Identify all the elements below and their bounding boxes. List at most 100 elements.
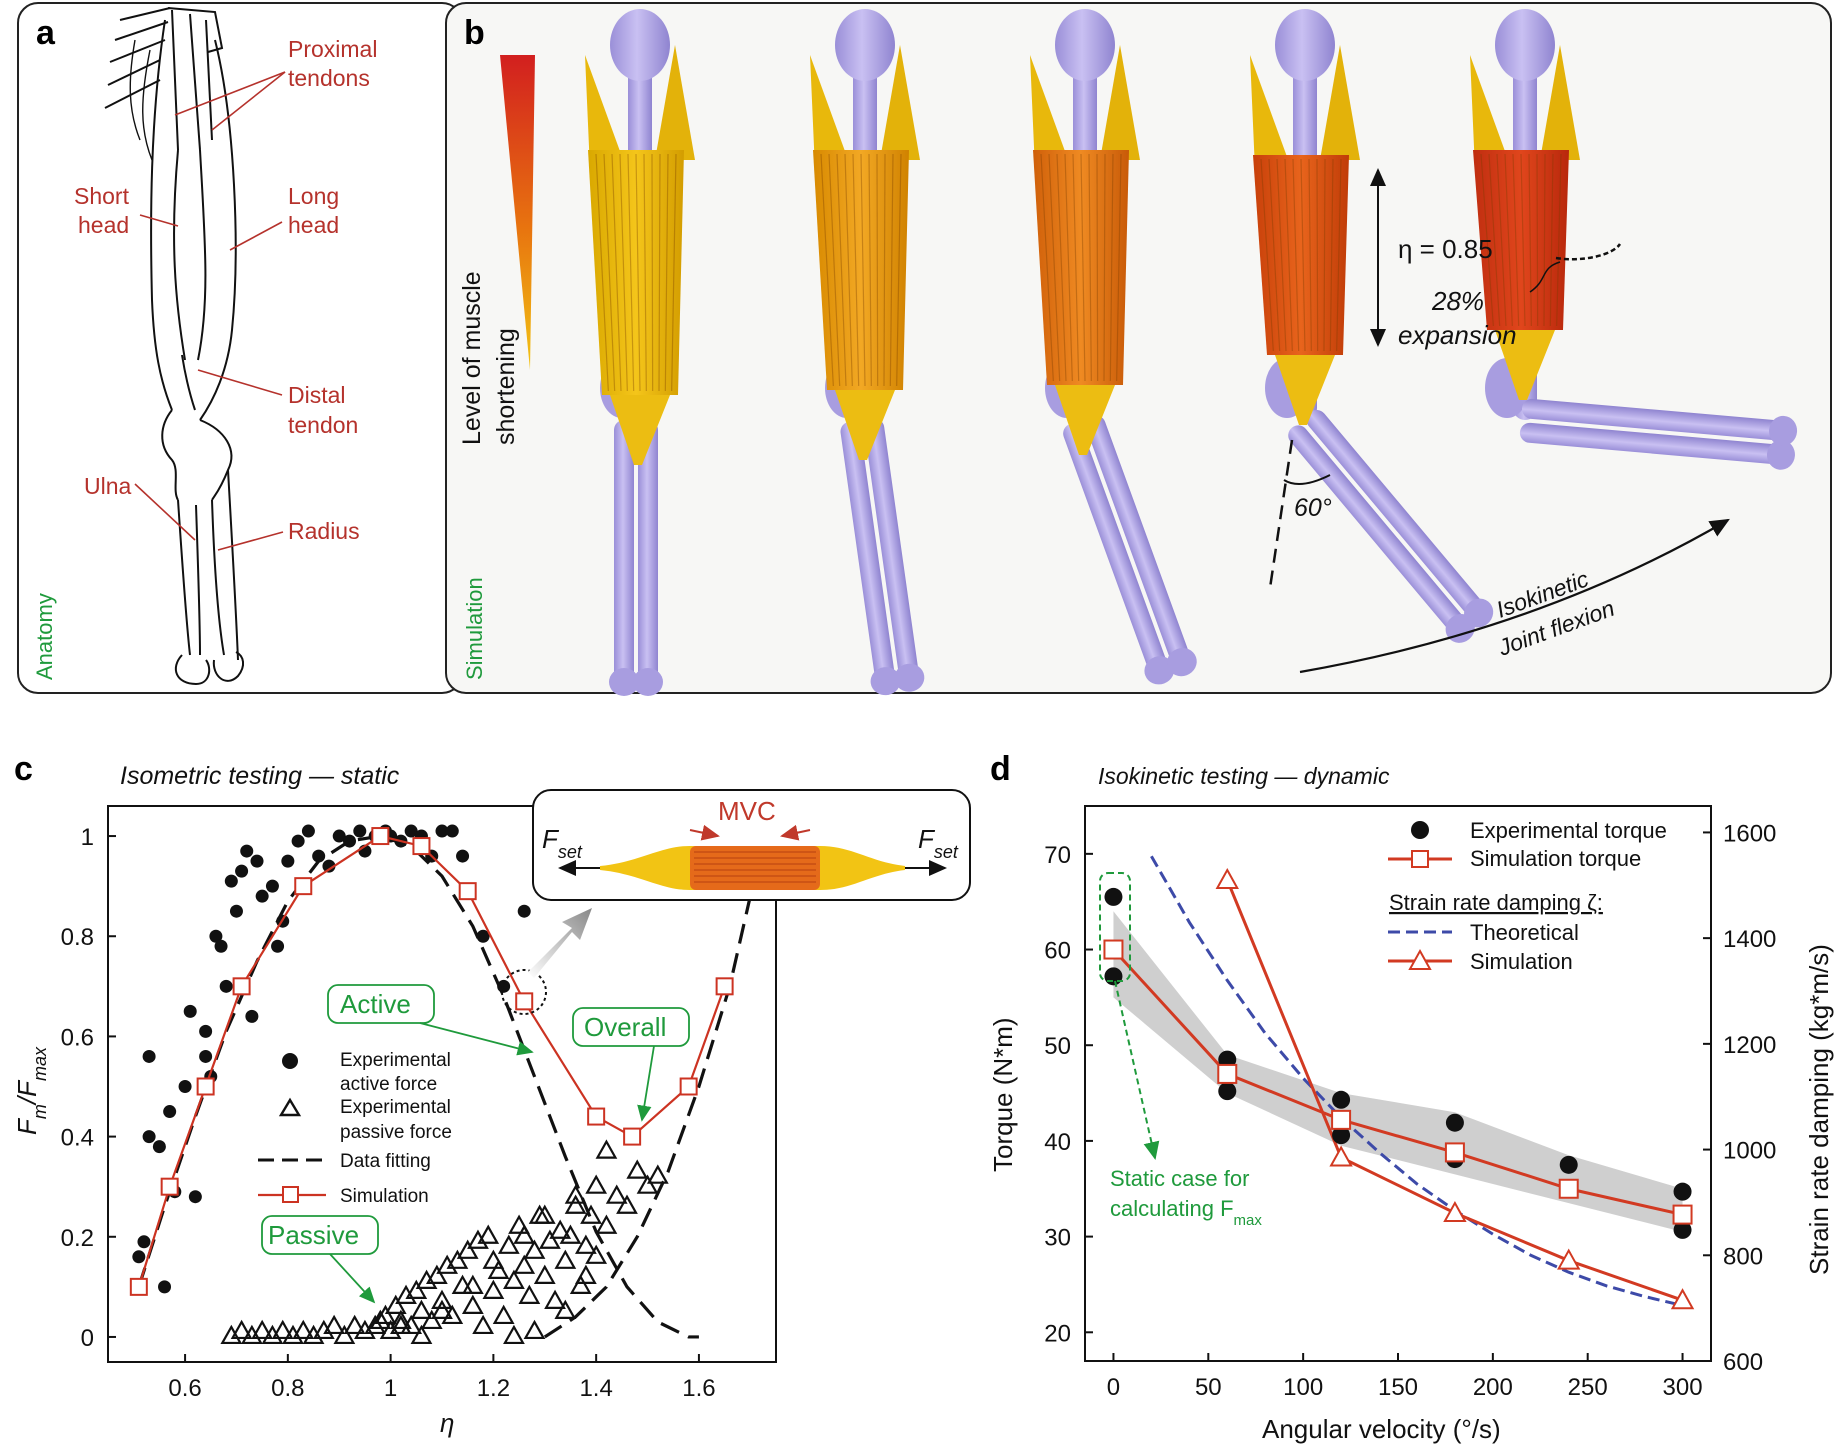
passive-force-point <box>574 1234 597 1254</box>
ulna-bone <box>1288 425 1464 631</box>
active-label: Active <box>340 989 411 1019</box>
active-arrow <box>419 1022 534 1056</box>
muscle-fibers <box>1040 153 1122 382</box>
passive-force-point <box>390 1314 412 1335</box>
long-head-label-1: Long <box>288 183 339 209</box>
proximal-tendon <box>1470 55 1510 170</box>
passive-force-point <box>333 1324 356 1345</box>
x-tick-label: 1 <box>384 1375 397 1402</box>
simulation-point <box>371 827 390 846</box>
active-force-point <box>209 929 223 943</box>
passive-force-point <box>616 1194 638 1214</box>
fset-right-label: Fset <box>918 824 959 862</box>
active-force-point <box>476 929 490 943</box>
wrist-joint <box>1166 647 1197 677</box>
arm-model <box>1250 9 1494 643</box>
muscle-fiber <box>820 153 834 387</box>
simulation-damping-point <box>1670 1288 1695 1310</box>
muscle-fiber <box>595 153 609 392</box>
simulation-point <box>129 1277 148 1296</box>
experimental-torque-point <box>1559 1155 1578 1174</box>
active-force-point <box>404 824 418 838</box>
muscle-fiber <box>1292 158 1300 352</box>
distal-tendon <box>1275 355 1335 425</box>
muscle-fiber <box>658 153 661 392</box>
distal-tendon <box>1495 330 1555 400</box>
active-force-point <box>224 874 238 888</box>
simulation-torque-point <box>1103 939 1124 960</box>
active-force-point <box>137 1235 151 1249</box>
muscle-fiber <box>643 153 647 392</box>
arm-model <box>1470 9 1798 470</box>
legend-sim-marker <box>282 1186 299 1203</box>
muscle-fiber <box>860 153 866 387</box>
distal-tendon-label-1: Distal <box>288 382 346 408</box>
x-tick-label: 200 <box>1473 1374 1513 1401</box>
passive-force-point <box>343 1314 366 1335</box>
passive-force-point <box>441 1304 464 1325</box>
mvc-label: MVC <box>718 796 776 826</box>
chart-d-plot <box>1103 855 1695 1310</box>
colorbar-label-1: Level of muscle <box>458 271 486 445</box>
active-force-point <box>178 1080 192 1094</box>
static-case-line-1: Static case for <box>1110 1166 1249 1191</box>
muscle-fiber <box>603 153 616 392</box>
chart-c-ylabel: Fm/Fmax <box>12 1046 50 1135</box>
mvc-arrow-right <box>780 824 811 841</box>
y2-tick-label: 1400 <box>1723 926 1776 953</box>
long-head-label-2: head <box>288 212 339 238</box>
inset-pointer-arrow <box>528 908 592 978</box>
muscle-fiber <box>627 153 635 392</box>
muscle-fiber <box>1268 158 1281 352</box>
simulation-torque-point <box>1558 1178 1579 1199</box>
y-tick-label: 0.4 <box>61 1125 94 1152</box>
passive-force-point <box>384 1294 407 1315</box>
proximal-tendons-label-1: Proximal <box>288 36 377 62</box>
passive-force-point <box>292 1319 315 1340</box>
legend-exp-active-2: active force <box>340 1074 437 1095</box>
simulation-point <box>458 882 477 901</box>
passive-force-point <box>420 1309 443 1330</box>
simulation-damping-point <box>1557 1248 1581 1270</box>
passive-force-point <box>539 1229 561 1249</box>
active-force-point <box>219 979 233 993</box>
muscle-fiber <box>1056 153 1067 382</box>
chart-d-y2label: Strain rate damping (kg*m/s) <box>1804 944 1834 1275</box>
passive-force-point <box>405 1279 428 1299</box>
radius-bone <box>1085 415 1189 663</box>
chart-c-plot <box>129 824 752 1345</box>
active-force-point <box>199 1049 213 1063</box>
torque-range-band <box>1113 911 1683 1232</box>
legend-exp-active-marker <box>282 1053 298 1069</box>
expansion-label-2: expansion <box>1398 320 1517 350</box>
passive-force-point <box>220 1324 243 1345</box>
muscle-belly <box>1473 150 1569 330</box>
passive-force-point <box>369 1309 392 1330</box>
legend-sim-damping: Simulation <box>1470 949 1573 974</box>
legend-exp-active-1: Experimental <box>340 1050 451 1071</box>
muscle-fiber <box>1336 158 1342 352</box>
panel-a-label: a <box>36 14 56 52</box>
wrist-joint <box>1464 598 1494 628</box>
active-force-point <box>517 904 531 918</box>
passive-force-point <box>261 1324 284 1345</box>
forearm <box>1063 415 1197 685</box>
active-box <box>327 984 435 1024</box>
simulation-damping-point <box>1443 1200 1467 1222</box>
passive-force-point <box>230 1319 253 1340</box>
chart-c-frame <box>107 805 777 1363</box>
panel-c-label: c <box>14 750 33 788</box>
muscle-fiber <box>1276 158 1287 352</box>
legend-exp-passive-2: passive force <box>340 1122 452 1143</box>
muscle-fiber <box>1543 153 1546 327</box>
y2-tick-label: 1000 <box>1723 1138 1776 1165</box>
passive-box <box>261 1215 379 1255</box>
y-tick-label: 20 <box>1044 1320 1071 1347</box>
muscle-fiber <box>1040 153 1054 382</box>
mvc-highlight-circle <box>501 969 547 1015</box>
muscle-fiber <box>1496 153 1507 327</box>
x-tick-label: 50 <box>1195 1374 1222 1401</box>
radius-bone <box>638 420 658 682</box>
active-force-point <box>199 1024 213 1038</box>
wrist-joint <box>1766 439 1795 470</box>
